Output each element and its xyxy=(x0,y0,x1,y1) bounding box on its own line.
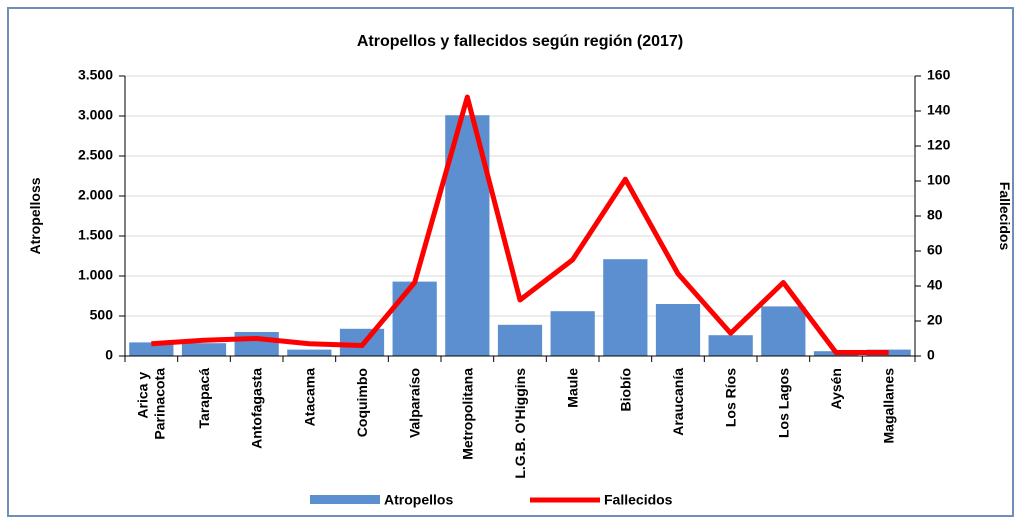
x-tick-label: Aysén xyxy=(828,368,844,410)
bar xyxy=(129,342,174,356)
y2-tick-label: 40 xyxy=(927,277,943,293)
y2-tick-label: 160 xyxy=(927,67,951,83)
y2-tick-label: 120 xyxy=(927,137,951,153)
legend-swatch xyxy=(310,495,380,504)
x-tick-label: Coquimbo xyxy=(354,368,370,437)
x-tick-label: Atacama xyxy=(301,368,317,427)
y-tick-label: 3.500 xyxy=(78,67,113,83)
x-tick-label: Metropolitana xyxy=(459,368,475,460)
x-tick-label: L.G.B. O'Higgins xyxy=(512,368,528,479)
y2-tick-label: 80 xyxy=(927,207,943,223)
y-tick-label: 0 xyxy=(105,347,113,363)
x-tick-label: Los Lagos xyxy=(775,368,791,438)
x-tick-label: Arica y Parinacota xyxy=(134,368,167,440)
y2-tick-label: 20 xyxy=(927,312,943,328)
line-series xyxy=(151,94,889,355)
bar xyxy=(603,259,648,356)
x-tick-label: Magallanes xyxy=(881,368,897,444)
y-axis-label: Atropelloss xyxy=(27,177,43,254)
legend-label: Atropellos xyxy=(384,492,453,508)
bar xyxy=(761,306,806,356)
x-tick-label-line: Parinacota xyxy=(151,368,167,440)
bar xyxy=(287,349,332,356)
chart-title: Atropellos y fallecidos según región (20… xyxy=(357,33,683,50)
y-tick-label: 1.500 xyxy=(78,227,113,243)
x-tick-label: Tarapacá xyxy=(196,368,212,429)
x-tick-label: Biobío xyxy=(617,368,633,412)
x-tick-label: Antofagasta xyxy=(249,368,265,449)
bar xyxy=(708,335,753,356)
y2-tick-label: 140 xyxy=(927,102,951,118)
bar xyxy=(550,311,595,356)
y-tick-label: 500 xyxy=(90,307,114,323)
y2-tick-label: 60 xyxy=(927,242,943,258)
y-tick-label: 1.000 xyxy=(78,267,113,283)
x-tick-label: Maule xyxy=(565,368,581,408)
x-tick-label: Araucanía xyxy=(670,368,686,436)
x-tick-label: Los Ríos xyxy=(723,368,739,427)
bar xyxy=(392,281,437,356)
y-tick-label: 2.500 xyxy=(78,147,113,163)
y2-tick-label: 100 xyxy=(927,172,951,188)
y2-axis-label: Fallecidos xyxy=(997,182,1013,251)
y-tick-label: 2.000 xyxy=(78,187,113,203)
bar xyxy=(181,343,227,356)
bar xyxy=(497,324,543,356)
legend-label: Fallecidos xyxy=(604,492,673,508)
bar xyxy=(655,304,701,356)
x-tick-label: Valparaíso xyxy=(407,368,423,438)
x-tick-label-line: Arica y xyxy=(134,368,150,419)
y2-tick-label: 0 xyxy=(927,347,935,363)
bar xyxy=(234,332,279,356)
y-tick-label: 3.000 xyxy=(78,107,113,123)
